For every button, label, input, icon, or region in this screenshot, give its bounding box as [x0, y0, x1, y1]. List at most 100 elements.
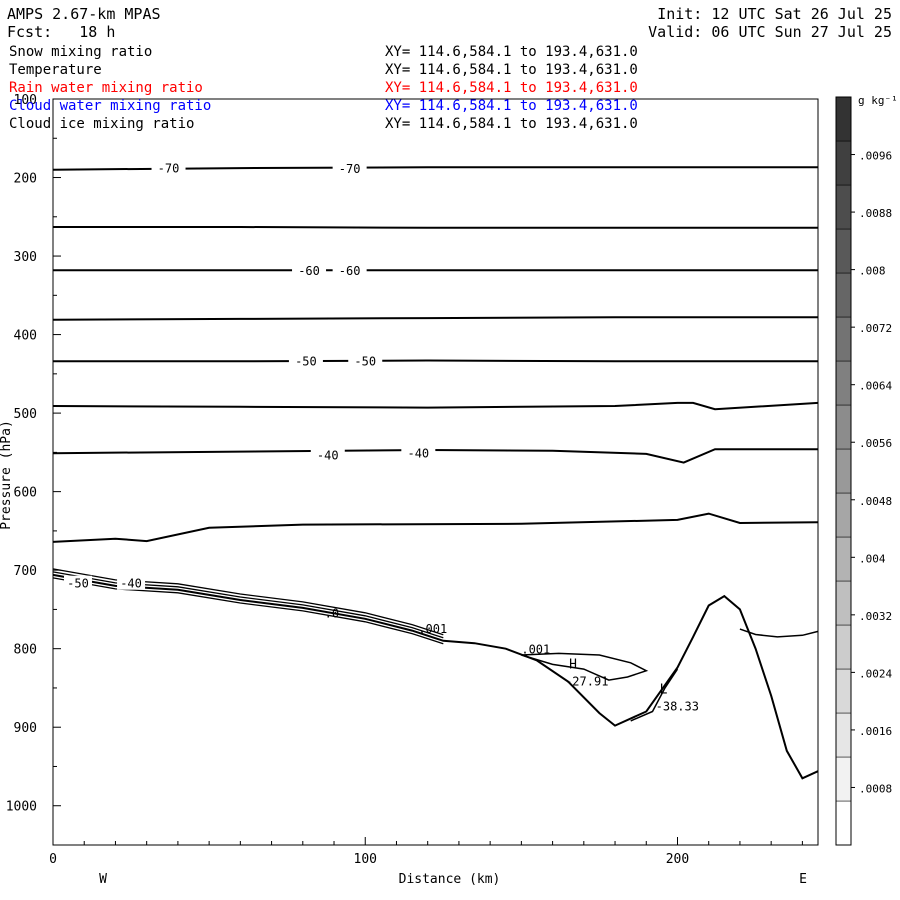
colorbar-segment [835, 272, 852, 318]
extremum-value: -27.91 [565, 675, 608, 689]
colorbar-tick-label: .0008 [859, 782, 892, 795]
forecast-hour: Fcst: 18 h [7, 23, 116, 41]
legend-field-name: Cloud ice mixing ratio [9, 116, 195, 132]
y-tick-label: 100 [14, 93, 37, 108]
colorbar-segment [835, 360, 852, 406]
colorbar-tick-label: .004 [859, 552, 886, 565]
isotherm-line [52, 448, 818, 464]
isotherm-label-bg [332, 262, 367, 279]
colorbar-segment [835, 96, 852, 142]
colorbar-tick-label: .0088 [859, 207, 892, 220]
terrain-surface [52, 573, 819, 780]
isotherm-label-bg [310, 446, 345, 463]
colorbar-segment [835, 800, 852, 846]
legend-field-name: Cloud water mixing ratio [9, 98, 212, 114]
contour-value-label: .0 [325, 606, 339, 620]
colorbar-tick-label: .0032 [859, 610, 892, 623]
colorbar-tick-label: .0072 [859, 322, 892, 335]
colorbar-tick-label: .008 [859, 265, 886, 278]
mixing-ratio-contour [630, 668, 679, 722]
y-tick-label: 800 [14, 643, 37, 658]
valid-time: Valid: 06 UTC Sun 27 Jul 25 [648, 23, 892, 41]
isotherm-line [53, 359, 818, 363]
colorbar-segment [835, 624, 852, 670]
y-tick-label: 900 [14, 721, 37, 736]
legend-field-xy: XY= 114.6,584.1 to 193.4,631.0 [385, 80, 638, 96]
colorbar-tick-label: .0024 [859, 667, 892, 680]
colorbar: g kg⁻¹ .0096 .0088 .008 .0072 .0064 .0056 .0048… [835, 94, 898, 846]
legend-field-name: Rain water mixing ratio [9, 80, 203, 96]
colorbar-segment [835, 404, 852, 450]
isotherm-label-bg [288, 352, 323, 369]
x-tick-label: 0 [49, 852, 57, 867]
mixing-ratio-contour [739, 628, 819, 638]
extremum-mark: L [660, 683, 668, 698]
isotherm-label-bg [348, 352, 383, 369]
isotherm-label: -70 [339, 162, 361, 176]
colorbar-segment [835, 756, 852, 802]
west-label: W [99, 872, 107, 887]
isotherm-label: -40 [407, 446, 429, 460]
colorbar-tick-label: .0048 [859, 495, 892, 508]
colorbar-segment [835, 140, 852, 186]
colorbar-segment [835, 228, 852, 274]
east-label: E [799, 872, 807, 887]
isotherm-label-bg [151, 159, 186, 176]
colorbar-segment [835, 184, 852, 230]
plot-frame [52, 98, 819, 846]
isotherm-label: -70 [158, 161, 180, 175]
colorbar-segment [835, 712, 852, 758]
extremum-value: -38.33 [656, 700, 699, 714]
colorbar-tick-label: .0056 [859, 437, 892, 450]
colorbar-segment [835, 492, 852, 538]
isotherm-label: -50 [67, 577, 89, 591]
isotherm-label-bg [292, 262, 327, 279]
y-tick-label: 300 [14, 250, 37, 265]
isotherm-label: -60 [339, 264, 361, 278]
legend-field-name: Temperature [9, 62, 102, 78]
isotherm-line [52, 316, 818, 321]
plot-area: -70 -70 -60 -60 -50 -50 -40 -40 -50 -40 .0 .001 .001… [52, 159, 819, 780]
isotherm-label-bg [401, 444, 436, 461]
isotherm-line [52, 512, 819, 543]
colorbar-segment [835, 580, 852, 626]
colorbar-segment [835, 668, 852, 714]
extremum-mark: H [569, 658, 577, 673]
legend-field-xy: XY= 114.6,584.1 to 193.4,631.0 [385, 62, 638, 78]
init-time: Init: 12 UTC Sat 26 Jul 25 [657, 5, 892, 23]
isotherm-label-bg [117, 575, 146, 590]
contour-value-label: .001 [418, 622, 447, 636]
legend-field-name: Snow mixing ratio [9, 44, 153, 60]
x-axis-title: Distance (km) [399, 872, 501, 887]
isotherm-label-bg [332, 160, 367, 177]
y-tick-label: 700 [14, 564, 37, 579]
colorbar-segment [835, 448, 852, 494]
y-tick-label: 600 [14, 486, 37, 501]
isotherm-line [52, 401, 819, 411]
isotherm-label: -50 [295, 354, 317, 368]
y-tick-label: 400 [14, 329, 37, 344]
y-tick-label: 500 [14, 407, 37, 422]
axes: 100 200 300 400 500 600 700 800 900 1000 0 100 200 Di… [0, 93, 819, 887]
legend-field-xy: XY= 114.6,584.1 to 193.4,631.0 [385, 98, 638, 114]
terrain-contour [52, 571, 444, 639]
isotherm-label: -40 [317, 449, 339, 463]
legend-field-xy: XY= 114.6,584.1 to 193.4,631.0 [385, 44, 638, 60]
colorbar-segment [835, 316, 852, 362]
colorbar-tick-label: .0096 [859, 150, 892, 163]
x-tick-label: 100 [354, 852, 377, 867]
terrain-contour [52, 577, 444, 645]
isotherm-label-bg [63, 575, 92, 590]
y-axis-title: Pressure (hPa) [0, 420, 14, 530]
y-tick-label: 1000 [6, 800, 37, 815]
y-tick-label: 200 [14, 172, 37, 187]
isotherm-line [53, 226, 818, 229]
mixing-ratio-contour [521, 652, 649, 681]
isotherm-label: -40 [120, 577, 142, 591]
colorbar-frame [835, 96, 852, 846]
isotherm-label: -60 [298, 264, 320, 278]
legend-field-xy: XY= 114.6,584.1 to 193.4,631.0 [385, 116, 638, 132]
model-title: AMPS 2.67-km MPAS [7, 5, 161, 23]
isotherm-label: -50 [354, 354, 376, 368]
